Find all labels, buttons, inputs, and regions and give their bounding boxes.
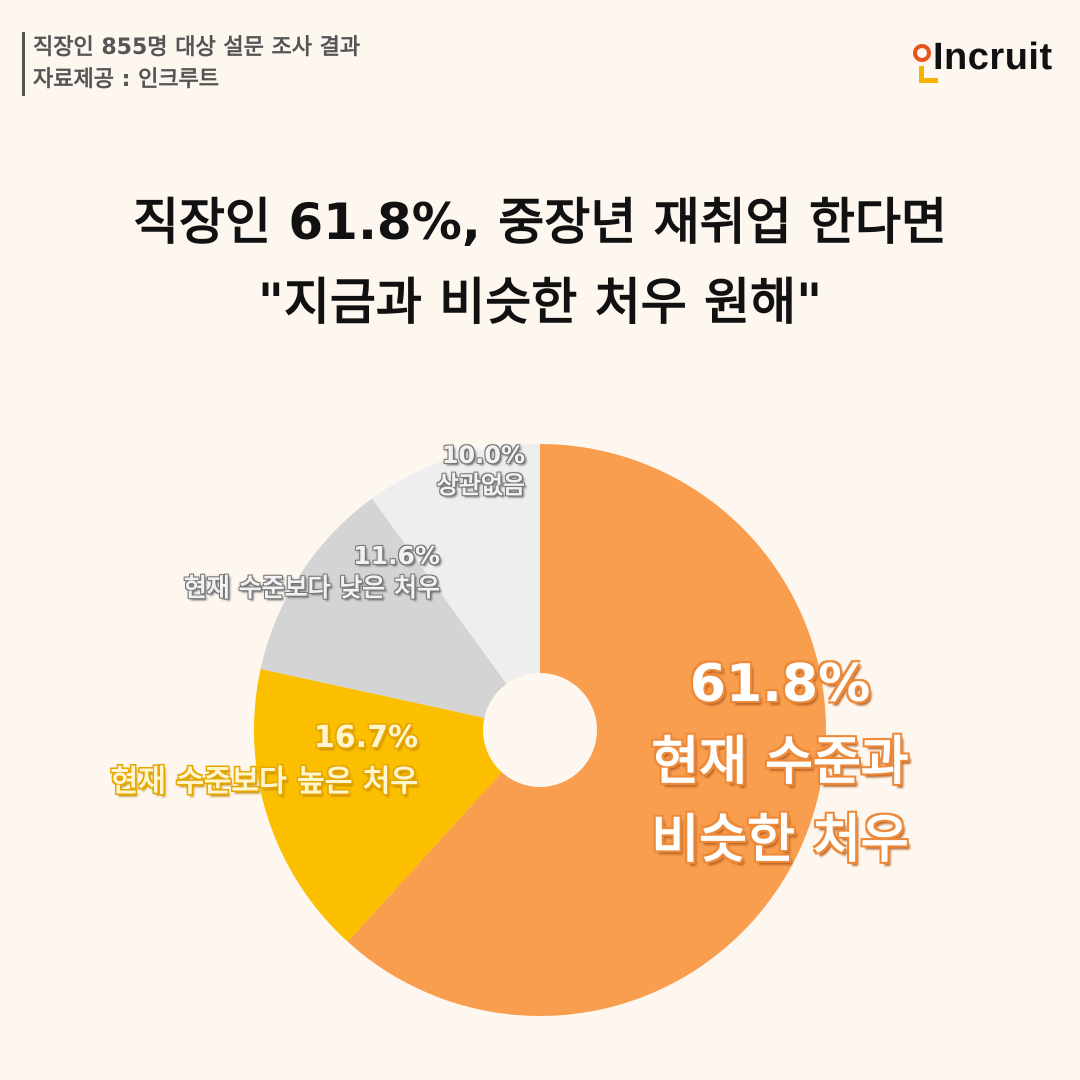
slice-none	[372, 444, 540, 730]
label-higher-text: 현재 수준보다 높은 처우	[110, 764, 418, 799]
title-line-2: "지금과 비슷한 처우 원해"	[257, 273, 823, 331]
source-note: 직장인 855명 대상 설문 조사 결과 자료제공 : 인크루트	[22, 32, 360, 96]
label-same: 61.8% 현재 수준과 비슷한 처우	[610, 645, 950, 879]
slice-lower	[260, 498, 540, 730]
donut-hole	[483, 673, 597, 787]
label-lower-pct: 11.6%	[353, 541, 440, 570]
incruit-logo: Incruit	[905, 34, 1065, 94]
label-lower-text: 현재 수준보다 낮은 처우	[183, 573, 440, 602]
label-same-line2: 비슷한 처우	[651, 810, 909, 870]
page-title: 직장인 61.8%, 중장년 재취업 한다면 "지금과 비슷한 처우 원해"	[0, 182, 1080, 342]
slice-higher	[254, 668, 540, 942]
survey-info: 직장인 855명 대상 설문 조사 결과	[33, 35, 361, 60]
data-source: 자료제공 : 인크루트	[33, 67, 220, 92]
title-line-1: 직장인 61.8%, 중장년 재취업 한다면	[132, 193, 948, 251]
label-same-line1: 현재 수준과	[651, 732, 909, 792]
logo-ring-icon	[913, 44, 931, 62]
label-higher: 16.7% 현재 수준보다 높은 처우	[20, 716, 418, 804]
logo-text: Incruit	[933, 36, 1053, 78]
label-higher-pct: 16.7%	[313, 720, 418, 755]
label-none-pct: 10.0%	[441, 441, 525, 469]
label-lower: 11.6% 현재 수준보다 낮은 처우	[110, 540, 440, 604]
logo-corner-icon	[919, 66, 938, 83]
label-none-text: 상관없음	[436, 471, 525, 499]
label-same-pct: 61.8%	[689, 654, 871, 714]
label-none: 10.0% 상관없음	[380, 440, 525, 500]
